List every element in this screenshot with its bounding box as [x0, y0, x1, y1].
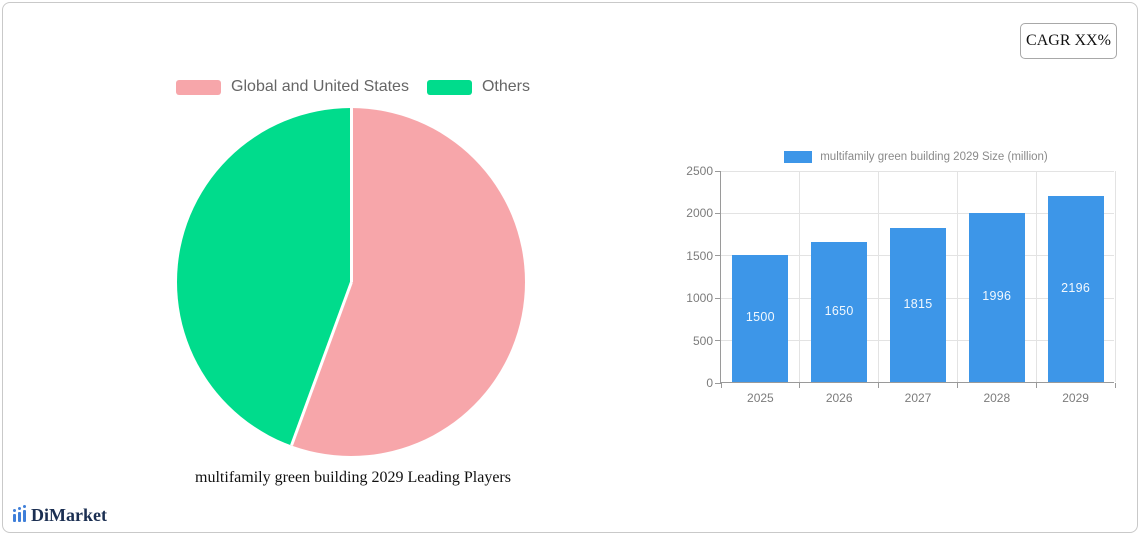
pie-legend: Global and United States Others	[3, 77, 703, 97]
pie-slice-divider	[289, 281, 353, 446]
pie-slice-divider	[349, 108, 353, 282]
x-axis-tick	[956, 383, 958, 388]
y-axis-tick	[715, 170, 721, 172]
bar-value-label: 1815	[903, 297, 933, 312]
bar-2026[interactable]: 1650	[811, 242, 868, 382]
y-axis-label: 500	[692, 333, 713, 348]
x-gridline	[1114, 171, 1116, 382]
bar-2029[interactable]: 2196	[1047, 195, 1104, 382]
pie-legend-label: Global and United States	[231, 78, 409, 95]
bar-legend: multifamily green building 2029 Size (mi…	[718, 149, 1114, 165]
bar-2027[interactable]: 1815	[890, 228, 946, 382]
y-axis-tick	[715, 255, 721, 257]
y-axis-label: 1000	[686, 291, 713, 306]
pie-legend-swatch	[426, 79, 472, 95]
bar-2028[interactable]: 1996	[968, 212, 1025, 382]
bar-chart-logo-icon	[13, 505, 26, 524]
y-axis-tick	[715, 382, 721, 384]
y-axis-tick	[715, 340, 721, 342]
y-axis-label: 2000	[686, 206, 713, 221]
dimarket-logo[interactable]: DiMarket	[13, 502, 107, 524]
pie-chart-title: multifamily green building 2029 Leading …	[195, 469, 511, 486]
bar-chart-panel: multifamily green building 2029 Size (mi…	[686, 3, 1140, 534]
y-axis-tick	[715, 212, 721, 214]
pie-legend-swatch	[176, 79, 222, 95]
pie-chart[interactable]	[177, 108, 525, 456]
x-axis-label: 2028	[983, 391, 1011, 405]
bar-value-label: 1996	[982, 289, 1012, 304]
bar-2025[interactable]: 1500	[732, 254, 789, 382]
x-axis-label: 2029	[1062, 391, 1089, 405]
x-axis-tick	[878, 383, 880, 388]
bar-legend-swatch[interactable]	[784, 151, 813, 163]
x-axis-label: 2026	[825, 391, 853, 405]
x-gridline	[799, 171, 801, 382]
bar-value-label: 2196	[1061, 280, 1091, 295]
x-gridline	[1035, 171, 1037, 382]
y-gridline	[721, 212, 1114, 214]
bar-legend-label: multifamily green building 2029 Size (mi…	[820, 151, 1048, 163]
x-gridline	[878, 171, 880, 382]
y-axis-tick	[715, 297, 721, 299]
pie-chart-panel: Global and United States Others multifami…	[3, 3, 703, 534]
y-gridline	[721, 170, 1114, 172]
bar-value-label: 1500	[745, 310, 775, 325]
pie-legend-item[interactable]: Others	[426, 78, 530, 96]
y-axis-label: 0	[706, 376, 713, 390]
x-gridline	[956, 171, 958, 382]
y-axis-label: 2500	[686, 164, 713, 178]
pie-legend-label: Others	[481, 78, 530, 95]
bar-value-label: 1650	[824, 304, 854, 319]
x-axis-tick	[720, 383, 722, 388]
x-axis-tick	[799, 383, 801, 388]
x-axis-tick	[1114, 383, 1116, 388]
logo-text: DiMarket	[31, 505, 107, 525]
bar-plot-area: 0 500 1000 1500 2000 2500 1500 2025 1650 2026 1815…	[686, 164, 1116, 405]
x-axis-label: 2025	[747, 391, 774, 405]
cagr-badge[interactable]: CAGR XX%	[1020, 23, 1117, 59]
y-axis-label: 1500	[686, 248, 713, 263]
pie-legend-item[interactable]: Global and United States	[176, 78, 409, 96]
x-axis-label: 2027	[904, 391, 932, 405]
x-axis-tick	[1035, 383, 1037, 388]
